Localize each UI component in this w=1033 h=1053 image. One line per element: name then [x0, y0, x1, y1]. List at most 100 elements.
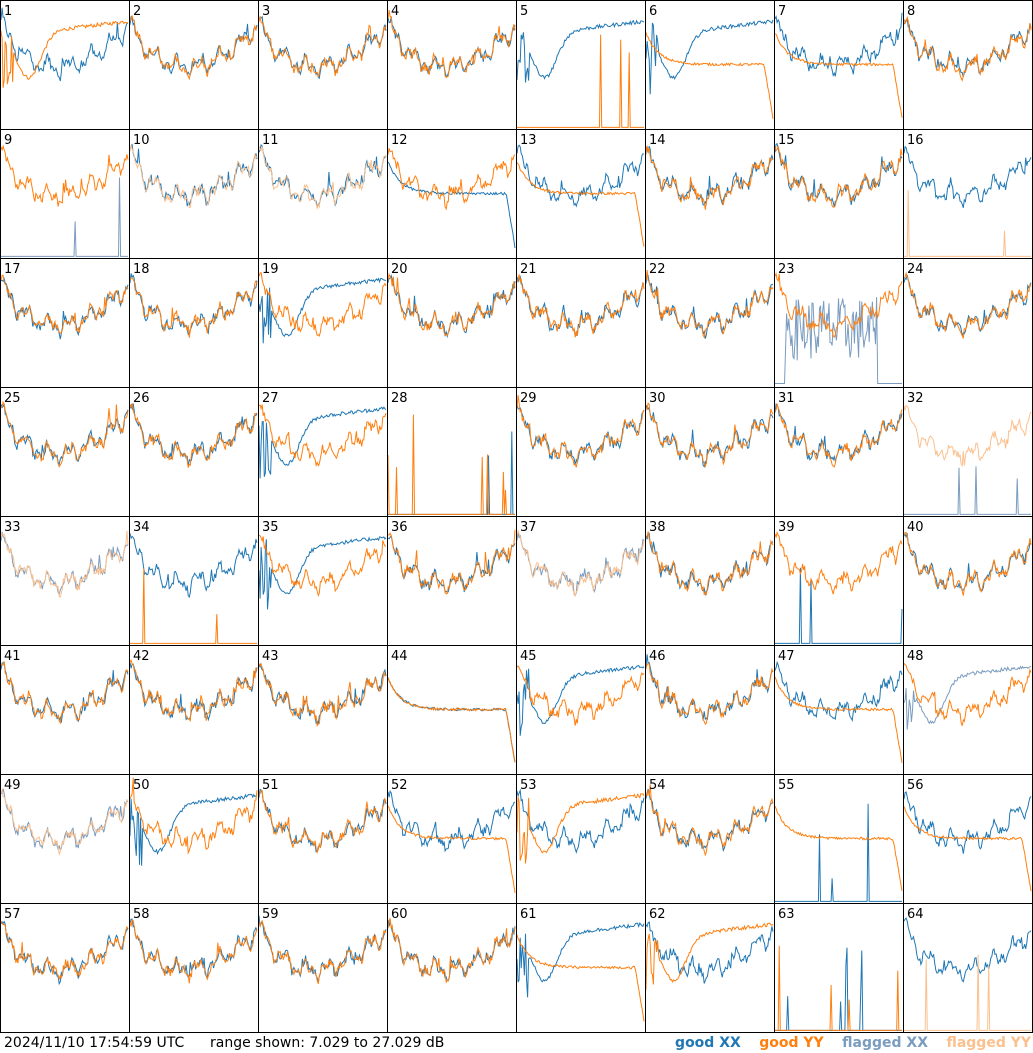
panel-25: 25: [0, 387, 130, 517]
panel-51-frame: [258, 774, 388, 904]
panel-37-yy-line: [516, 529, 645, 597]
panel-62: 62: [645, 903, 775, 1033]
panel-50-xx-line: [129, 793, 258, 866]
panel-40-label: 40: [907, 520, 924, 535]
panel-21-yy-line: [516, 274, 645, 338]
panel-42-yy-line: [129, 658, 258, 722]
panel-18-yy-line: [129, 277, 258, 338]
panel-17-label: 17: [4, 262, 21, 277]
panel-13-label: 13: [520, 133, 537, 148]
panel-58-label: 58: [133, 907, 150, 922]
panel-40-xx-line: [903, 532, 1032, 592]
panel-50-frame: [129, 774, 259, 904]
panel-19-yy-line: [258, 271, 387, 338]
panel-6-yy-line: [645, 32, 774, 119]
panel-21-frame: [516, 258, 646, 388]
panel-31: 31: [774, 387, 904, 517]
legend-good-xx: good XX: [675, 1035, 741, 1051]
panel-22-yy-line: [645, 269, 774, 339]
legend-good-yy: good YY: [759, 1035, 824, 1051]
panel-47-yy-line: [774, 676, 903, 763]
panel-37-frame: [516, 516, 646, 646]
panel-9-frame: [0, 129, 130, 259]
panel-31-yy-line: [774, 403, 903, 468]
panel-40-frame: [903, 516, 1033, 646]
panel-33-yy-line: [0, 530, 129, 598]
panel-36: 36: [387, 516, 517, 646]
panel-42: 42: [129, 645, 259, 775]
panel-48-xx-line: [903, 665, 1032, 730]
panel-52: 52: [387, 774, 517, 904]
panel-16-yy-line: [904, 189, 1031, 257]
panel-53-label: 53: [520, 778, 537, 793]
panel-36-xx-line: [387, 534, 516, 594]
panel-20-frame: [387, 258, 517, 388]
panel-4-yy-line: [387, 10, 516, 79]
panel-24-frame: [903, 258, 1033, 388]
panel-61: 61: [516, 903, 646, 1033]
panel-12-yy-line: [387, 148, 516, 211]
panel-48-frame: [903, 645, 1033, 775]
panel-10-yy-line: [129, 143, 258, 209]
panel-5-frame: [516, 0, 646, 130]
panel-29-frame: [516, 387, 646, 517]
panel-28-xx-line: [388, 431, 515, 515]
panel-44-label: 44: [391, 649, 408, 664]
panel-59-yy-line: [258, 919, 387, 984]
panel-44-xx-line: [387, 677, 516, 763]
panel-38-yy-line: [645, 531, 774, 596]
panel-31-xx-line: [774, 403, 903, 462]
panel-19-xx-line: [258, 277, 387, 344]
panel-19: 19: [258, 258, 388, 388]
panel-63-frame: [774, 903, 904, 1033]
panel-64: 64: [903, 903, 1033, 1033]
panel-26: 26: [129, 387, 259, 517]
panel-24-xx-line: [903, 274, 1032, 337]
panel-60-label: 60: [391, 907, 408, 922]
panel-24-label: 24: [907, 262, 924, 277]
panel-29-yy-line: [516, 395, 645, 468]
panel-1-xx-line: [0, 7, 129, 82]
panel-7-xx-line: [774, 12, 903, 77]
panel-47: 47: [774, 645, 904, 775]
panel-7-yy-line: [774, 33, 903, 118]
panel-60-xx-line: [387, 920, 516, 982]
panel-25-label: 25: [4, 391, 21, 406]
panel-63: 63: [774, 903, 904, 1033]
panel-57-yy-line: [0, 920, 129, 981]
panel-20-xx-line: [387, 274, 516, 339]
panel-64-label: 64: [907, 907, 924, 922]
panel-30-yy-line: [645, 401, 774, 469]
panel-63-yy-line: [775, 945, 902, 1031]
panel-62-label: 62: [649, 907, 666, 922]
panel-13-yy-line: [516, 162, 645, 247]
panel-44: 44: [387, 645, 517, 775]
panel-39-xx-line: [775, 567, 903, 644]
panel-34-xx-line: [129, 533, 258, 599]
panel-34-yy-line: [130, 568, 257, 644]
panel-63-xx-line: [775, 947, 902, 1031]
panel-57-label: 57: [4, 907, 21, 922]
panel-1-label: 1: [4, 4, 12, 19]
panel-14-label: 14: [649, 133, 666, 148]
panel-46: 46: [645, 645, 775, 775]
panel-23: 23: [774, 258, 904, 388]
panel-37: 37: [516, 516, 646, 646]
panel-21-label: 21: [520, 262, 537, 277]
panel-60: 60: [387, 903, 517, 1033]
panel-26-yy-line: [129, 403, 258, 468]
panel-45: 45: [516, 645, 646, 775]
panel-25-yy-line: [0, 400, 129, 468]
panel-9-label: 9: [4, 133, 12, 148]
panel-15-xx-line: [774, 142, 903, 208]
panel-59-xx-line: [258, 915, 387, 983]
panel-14-xx-line: [645, 146, 774, 206]
panel-33: 33: [0, 516, 130, 646]
panel-53-yy-line: [516, 793, 645, 864]
panel-1: 1: [0, 0, 130, 130]
panel-6: 6: [645, 0, 775, 130]
range-shown: range shown: 7.029 to 27.029 dB: [210, 1035, 445, 1051]
panel-49-label: 49: [4, 778, 21, 793]
panel-28-label: 28: [391, 391, 408, 406]
panel-10-xx-line: [129, 143, 258, 207]
